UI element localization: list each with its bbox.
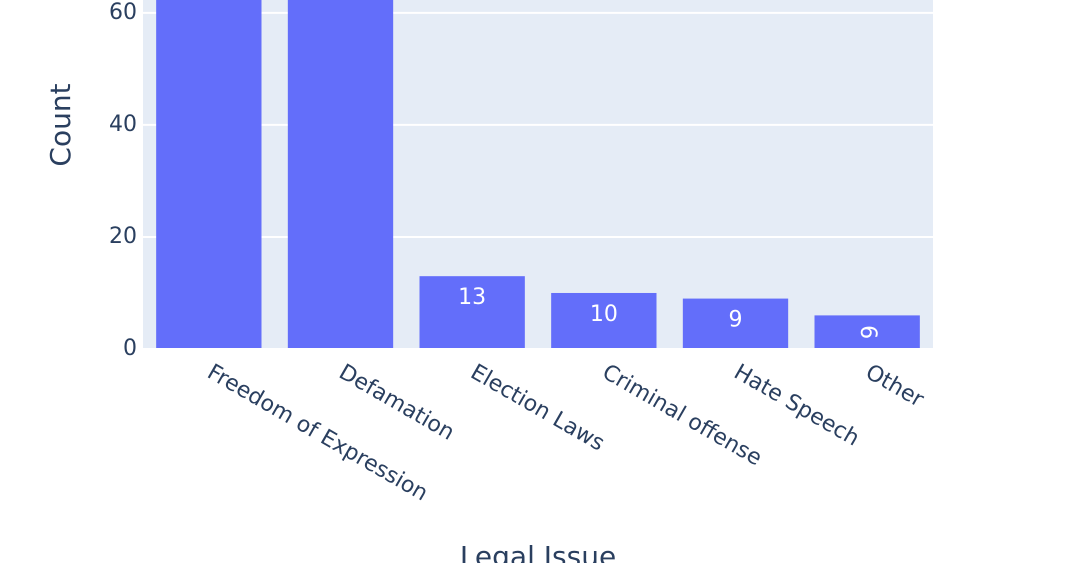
bar	[156, 0, 262, 349]
y-tick-label: 0	[123, 336, 137, 361]
data-label: 6	[855, 325, 880, 339]
data-label: 10	[590, 302, 618, 327]
data-label: 13	[458, 285, 486, 310]
x-tick-label: Hate Speech	[730, 360, 864, 452]
data-label: 9	[729, 308, 743, 333]
y-tick-label: 20	[109, 224, 137, 249]
bar	[287, 0, 394, 349]
x-axis-title: Legal Issue	[460, 540, 616, 563]
x-tick-label: Other	[861, 360, 928, 413]
plot-area	[143, 0, 933, 349]
bar	[814, 315, 920, 349]
x-tick-label: Election Laws	[466, 360, 608, 457]
y-tick-label: 40	[109, 112, 137, 137]
x-tick-label: Freedom of Expression	[203, 360, 432, 507]
bar	[551, 292, 657, 349]
y-tick-label: 60	[109, 0, 137, 25]
y-axis-title: Count	[44, 83, 77, 166]
bar	[419, 276, 525, 349]
bar	[682, 298, 789, 349]
x-tick-label: Defamation	[335, 360, 459, 446]
